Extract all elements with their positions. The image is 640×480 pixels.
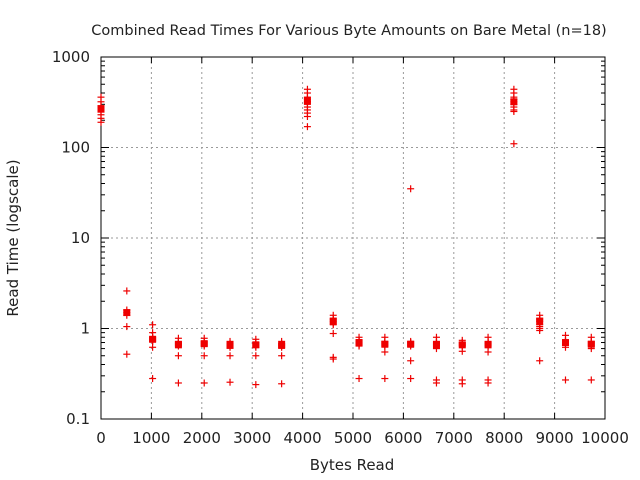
data-point [510, 107, 518, 115]
mean-marker [355, 339, 363, 347]
mean-marker [458, 341, 466, 349]
data-points [97, 85, 595, 389]
mean-marker [278, 341, 286, 349]
data-point [149, 343, 157, 351]
data-point [123, 323, 131, 331]
mean-marker [587, 340, 595, 348]
y-tick-label: 10 [71, 229, 90, 247]
mean-markers [97, 97, 595, 349]
y-tick-label: 1000 [52, 48, 90, 66]
data-point [355, 375, 363, 383]
data-point [149, 375, 157, 383]
data-point [407, 357, 415, 365]
data-point [252, 352, 260, 360]
mean-marker [432, 341, 440, 349]
data-point [381, 375, 389, 383]
mean-marker [303, 97, 311, 105]
data-point [407, 185, 415, 193]
x-axis-label: Bytes Read [310, 456, 395, 474]
y-tick-labels: 0.1 1 10 100 1000 [52, 48, 90, 428]
x-tick-label: 3000 [233, 429, 271, 447]
data-point [303, 113, 311, 121]
y-tick-label: 0.1 [66, 410, 90, 428]
data-point [278, 352, 286, 360]
grid-layer [101, 57, 605, 419]
x-tick-label: 9000 [536, 429, 574, 447]
mean-marker [561, 339, 569, 347]
mean-marker [407, 340, 415, 348]
mean-marker [97, 105, 105, 113]
data-point [200, 352, 208, 360]
chart-title: Combined Read Times For Various Byte Amo… [91, 23, 606, 39]
data-point [484, 379, 492, 387]
mean-marker [252, 341, 260, 349]
data-point [458, 380, 466, 388]
data-point [510, 140, 518, 148]
data-point [226, 378, 234, 386]
data-point [123, 350, 131, 358]
data-point [252, 381, 260, 389]
data-point [303, 123, 311, 131]
x-tick-label: 2000 [183, 429, 221, 447]
data-point [381, 348, 389, 356]
data-point [329, 355, 337, 363]
y-tick-label: 100 [61, 139, 90, 157]
data-point [561, 376, 569, 384]
mean-marker [174, 341, 182, 349]
x-tick-labels: 0 1000 2000 3000 4000 5000 6000 7000 8000 9000 100… [96, 429, 629, 447]
x-tick-label: 7000 [435, 429, 473, 447]
y-tick-label: 1 [80, 320, 90, 338]
data-point [149, 321, 157, 329]
x-tick-label: 4000 [284, 429, 322, 447]
x-tick-label: 6000 [384, 429, 422, 447]
mean-marker [149, 335, 157, 343]
mean-marker [484, 341, 492, 349]
mean-marker [226, 341, 234, 349]
x-tick-label: 0 [96, 429, 106, 447]
mean-marker [381, 340, 389, 348]
data-point [458, 347, 466, 355]
data-point [432, 379, 440, 387]
mean-marker [329, 317, 337, 325]
data-point [174, 379, 182, 387]
mean-marker [510, 98, 518, 106]
x-tick-label: 5000 [334, 429, 372, 447]
data-point [587, 376, 595, 384]
y-axis-label: Read Time (logscale) [4, 159, 22, 316]
data-point [278, 380, 286, 388]
data-point [536, 327, 544, 335]
data-point [536, 357, 544, 365]
data-point [200, 379, 208, 387]
data-point [174, 352, 182, 360]
data-point [226, 352, 234, 360]
x-tick-label: 8000 [485, 429, 523, 447]
data-point [484, 348, 492, 356]
x-tick-label: 1000 [132, 429, 170, 447]
mean-marker [123, 309, 131, 317]
data-point [123, 287, 131, 295]
x-tick-label: 10000 [581, 429, 629, 447]
data-point [407, 375, 415, 383]
data-point [97, 118, 105, 126]
mean-marker [200, 340, 208, 348]
data-point [329, 330, 337, 338]
plot-frame [100, 56, 606, 420]
mean-marker [536, 317, 544, 325]
